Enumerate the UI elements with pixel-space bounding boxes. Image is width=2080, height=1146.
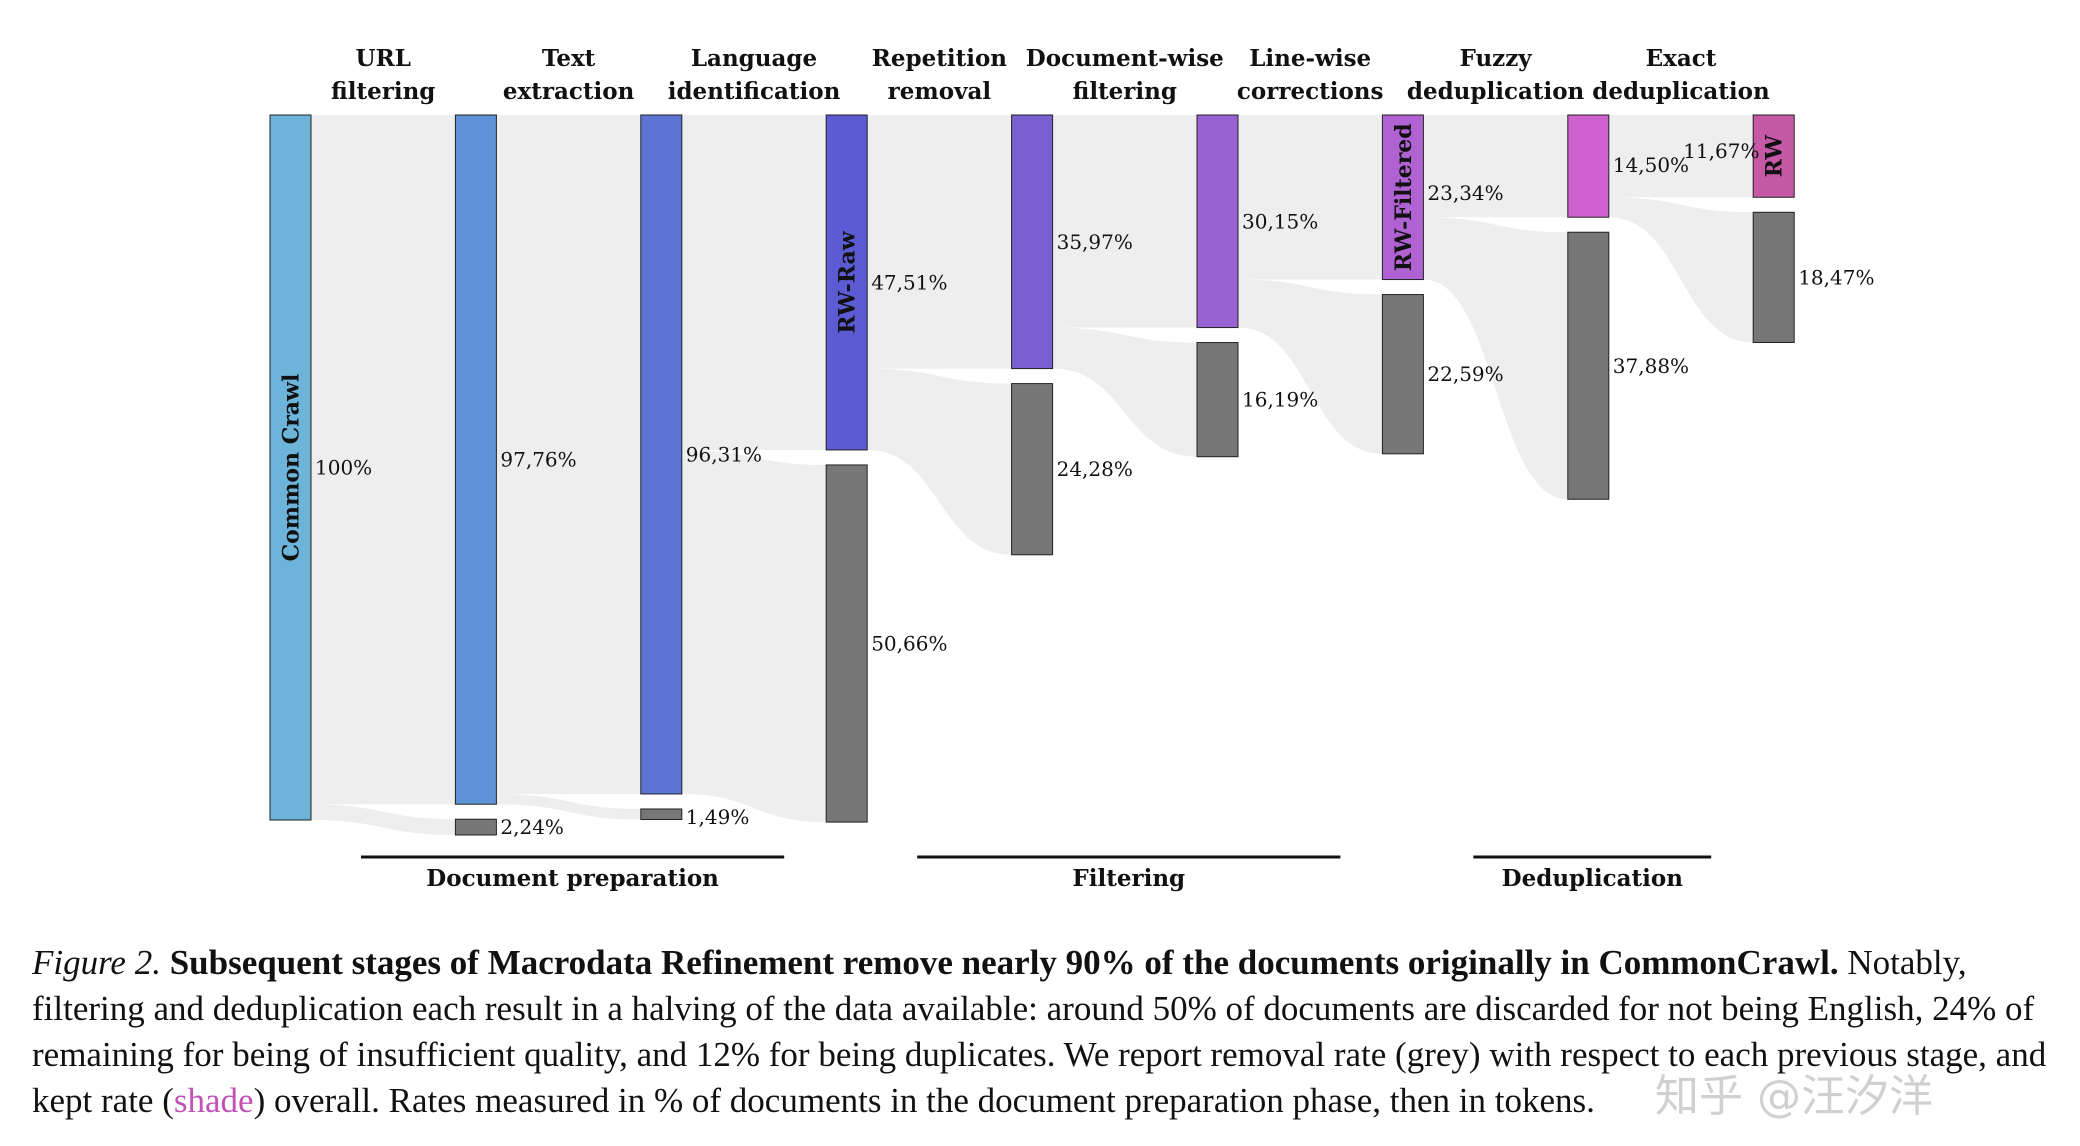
kept-percent-label: 47,51% <box>871 270 947 294</box>
removed-percent-label: 18,47% <box>1798 265 1874 289</box>
stage-label: Exact <box>1646 45 1717 72</box>
group-label: Deduplication <box>1502 865 1684 892</box>
caption-grey-word: grey <box>1407 1035 1469 1074</box>
watermark: 知乎 @汪汐洋 <box>1655 1060 1933 1124</box>
kept-bar <box>455 115 496 804</box>
stage-label: Line-wise <box>1249 45 1371 72</box>
stage-label: identification <box>668 78 841 105</box>
flow-kept-2 <box>682 115 826 450</box>
group-label: Document preparation <box>426 865 719 892</box>
node-name-label: Common Crawl <box>279 374 305 562</box>
flow-removed-7 <box>1609 197 1753 342</box>
group-label: Filtering <box>1072 865 1185 892</box>
flow-kept-5 <box>1238 115 1382 280</box>
kept-bar <box>1568 115 1609 217</box>
flow-removed-3 <box>867 369 1011 555</box>
stage-label: extraction <box>503 78 635 105</box>
flow-removed-6 <box>1423 217 1567 499</box>
removed-percent-label: 16,19% <box>1242 388 1318 412</box>
kept-percent-label: 23,34% <box>1427 181 1503 205</box>
stage-label: removal <box>888 78 992 105</box>
node-name-label: RW-Raw <box>835 230 861 333</box>
flow-removed-5 <box>1238 280 1382 454</box>
caption-shade-word: shade <box>174 1081 254 1120</box>
removed-percent-label: 1,49% <box>686 805 750 829</box>
stage-label: Document-wise <box>1026 45 1224 72</box>
removed-bar <box>826 465 867 822</box>
removed-bar <box>455 819 496 835</box>
kept-percent-label: 96,31% <box>686 442 762 466</box>
stage-label: deduplication <box>1592 78 1770 105</box>
kept-bar <box>1012 115 1053 369</box>
kept-percent-label: 35,97% <box>1057 230 1133 254</box>
flow-removed-2 <box>682 450 826 822</box>
removed-bar <box>1568 232 1609 499</box>
kept-bar <box>641 115 682 794</box>
stage-label: Language <box>691 45 817 72</box>
kept-percent-label: 30,15% <box>1242 209 1318 233</box>
flow-removed-4 <box>1053 328 1197 457</box>
kept-percent-label: 11,67% <box>1683 139 1759 163</box>
kept-percent-label: 97,76% <box>500 448 576 472</box>
stage-label: Repetition <box>872 45 1008 72</box>
kept-percent-label: 14,50% <box>1613 153 1689 177</box>
removed-bar <box>1753 212 1794 342</box>
caption-figure-label: Figure 2. <box>32 943 161 982</box>
removed-percent-label: 24,28% <box>1057 457 1133 481</box>
stage-label: filtering <box>331 78 435 105</box>
stage-label: URL <box>356 45 411 72</box>
removed-percent-label: 37,88% <box>1613 354 1689 378</box>
removed-bar <box>641 809 682 820</box>
flow-kept-3 <box>867 115 1011 369</box>
stage-label: filtering <box>1073 78 1177 105</box>
stage-label: Fuzzy <box>1460 45 1533 72</box>
stage-label: Text <box>542 45 596 72</box>
removed-bar <box>1197 343 1238 457</box>
stage-label: corrections <box>1237 78 1384 105</box>
caption-bold-text: Subsequent stages of Macrodata Refinemen… <box>170 943 1839 982</box>
flow-kept-4 <box>1053 115 1197 328</box>
node-name-label: RW <box>1762 135 1788 178</box>
stage-label: deduplication <box>1407 78 1585 105</box>
removed-percent-label: 50,66% <box>871 632 947 656</box>
kept-bar <box>1197 115 1238 328</box>
kept-percent-label: 100% <box>315 456 372 480</box>
sankey-chart: 100% 97,76% 96,31% 47,51% 35,97% 30,15% 23,34%… <box>0 0 2080 920</box>
node-name-label: RW-Filtered <box>1391 123 1417 271</box>
flow-removed-0 <box>311 804 455 835</box>
caption-text-3: ) overall. Rates measured in % of docume… <box>254 1081 1595 1120</box>
removed-percent-label: 22,59% <box>1427 362 1503 386</box>
removed-percent-label: 2,24% <box>500 815 564 839</box>
removed-bar <box>1382 295 1423 454</box>
removed-bar <box>1012 384 1053 555</box>
